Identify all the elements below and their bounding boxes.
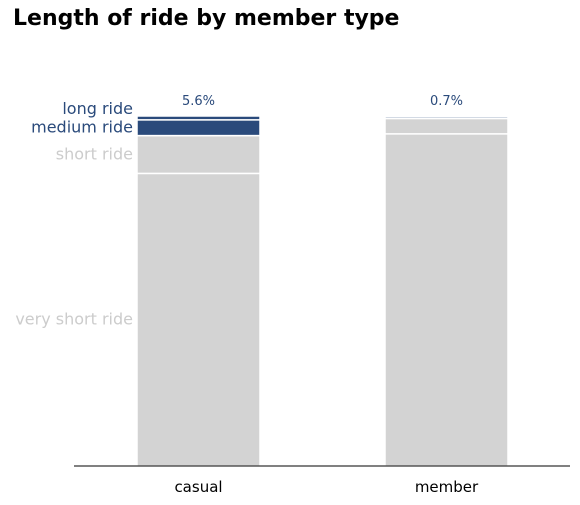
bar-casual-very-short-ride <box>136 172 261 467</box>
x-tick-label-member: member <box>415 478 479 496</box>
bar-casual-long-ride <box>136 115 261 121</box>
bar-casual-medium-ride <box>136 119 261 137</box>
total-label-casual: 5.6% <box>182 94 215 109</box>
bar-member-long-ride <box>384 115 509 118</box>
bars-group <box>136 115 509 467</box>
segment-labels-group: very short ride short ride medium ridelong… <box>15 99 133 329</box>
bar-casual-short-ride <box>136 134 261 175</box>
bar-member-short-ride <box>384 117 509 135</box>
chart-title: Length of ride by member type <box>13 6 400 31</box>
x-tick-labels-group: casual member <box>174 478 479 496</box>
total-labels-group: 5.6% 0.7% <box>182 94 463 109</box>
segment-label-short-ride: short ride <box>56 145 133 164</box>
total-label-member: 0.7% <box>430 94 463 109</box>
x-tick-label-casual: casual <box>174 478 222 496</box>
segment-label-medium-ride: medium ride <box>31 118 133 137</box>
segment-label-long-ride: long ride <box>62 99 133 118</box>
bar-member-very-short-ride <box>384 133 509 467</box>
segment-label-very-short-ride: very short ride <box>15 310 133 329</box>
